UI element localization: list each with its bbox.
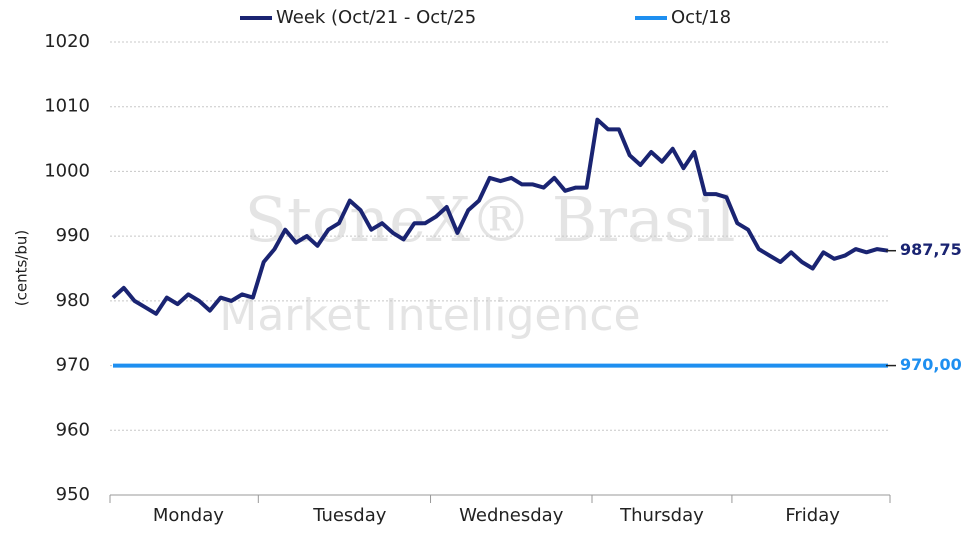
y-tick-label: 1010 <box>44 96 90 117</box>
y-axis-label: (cents/bu) <box>13 230 31 306</box>
end-label: 970,00 <box>900 355 962 374</box>
y-tick-label: 990 <box>56 225 90 246</box>
y-tick-label: 980 <box>56 290 90 311</box>
watermark: Market Intelligence <box>219 290 640 341</box>
y-tick-label: 1020 <box>44 31 90 52</box>
y-tick-label: 1000 <box>44 160 90 181</box>
legend-label: Week (Oct/21 - Oct/25 <box>276 7 476 28</box>
watermark: StoneX® Brasil <box>245 183 736 256</box>
y-tick-label: 970 <box>56 355 90 376</box>
y-tick-label: 960 <box>56 419 90 440</box>
x-tick-label: Friday <box>785 505 840 526</box>
y-tick-label: 950 <box>56 484 90 505</box>
x-tick-label: Tuesday <box>312 505 387 526</box>
line-series <box>111 117 889 316</box>
x-tick-label: Thursday <box>619 505 704 526</box>
end-label: 987,75 <box>900 240 962 259</box>
x-tick-label: Wednesday <box>459 505 564 526</box>
x-tick-label: Monday <box>153 505 224 526</box>
legend-label: Oct/18 <box>671 7 731 28</box>
